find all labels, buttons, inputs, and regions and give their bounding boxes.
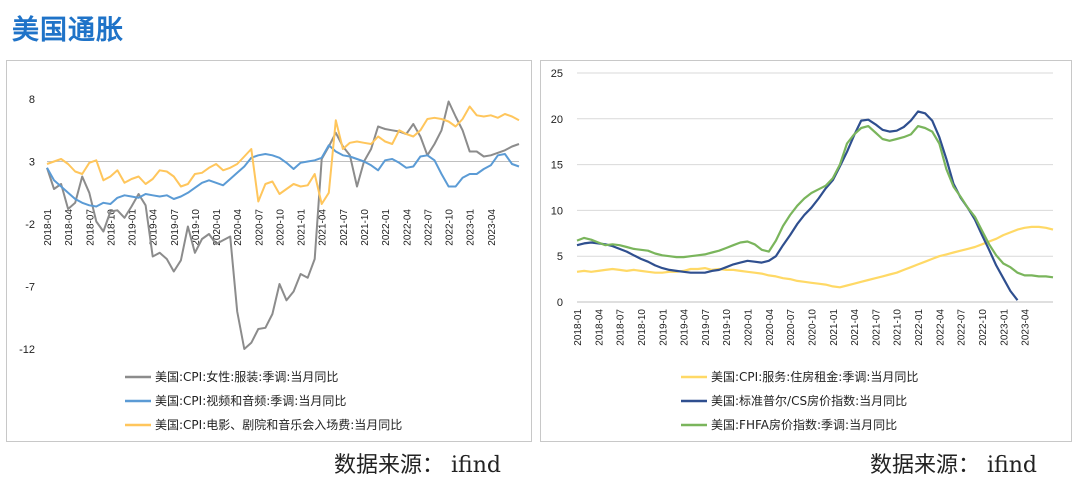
x-tick-label: 2022-07 [957,309,968,346]
series-line-1 [46,100,520,350]
chart-panel-right: 25 20 15 10 5 0 2018-01 2018-04 2018-07 2018-10 20… [540,60,1072,442]
x-tick-label: 2022-10 [978,309,989,346]
x-tick-label: 2019-04 [680,309,691,346]
x-tick-label: 2019-01 [128,209,139,246]
legend-label: 美国:标准普尔/CS房价指数:当月同比 [711,393,907,408]
series-line-2 [46,144,520,208]
x-tick-label: 2020-07 [254,209,265,246]
chart-left: 8 3 -2 -7 -12 2018-01 2018-04 2018-07 2018-10 201… [19,94,520,432]
x-tick-label: 2023-04 [1021,309,1032,346]
legend-label: 美国:CPI:服务:住房租金:季调:当月同比 [711,369,918,384]
x-tick-label: 2022-04 [935,309,946,346]
x-tick-label: 2021-10 [360,209,371,246]
page-title: 美国通胀 [12,15,124,46]
y-tick-label: -12 [19,344,35,356]
x-tick-label: 2019-10 [191,209,202,246]
legend-label: 美国:CPI:电影、剧院和音乐会入场费:当月同比 [155,417,402,432]
x-tick-label: 2021-07 [871,309,882,346]
x-tick-label: 2021-04 [850,309,861,346]
x-tick-label: 2019-07 [701,309,712,346]
x-tick-label: 2020-01 [212,209,223,246]
x-tick-label: 2022-01 [381,209,392,246]
x-tick-label: 2019-10 [722,309,733,346]
y-tick-label: 5 [557,251,563,263]
x-tick-label: 2022-01 [914,309,925,346]
x-tick-label: 2020-10 [807,309,818,346]
legend-label: 美国:CPI:视频和音频:季调:当月同比 [155,393,346,408]
x-tick-label: 2018-07 [616,309,627,346]
legend-label: 美国:CPI:女性:服装:季调:当月同比 [155,369,338,384]
x-tick-label: 2023-01 [999,309,1010,346]
x-tick-label: 2021-01 [297,209,308,246]
x-tick-label: 2018-10 [637,309,648,346]
y-tick-label: 8 [29,94,35,106]
x-tick-label: 2021-04 [318,209,329,246]
series-line-2 [576,110,1019,301]
series-line-1 [576,225,1054,289]
y-tick-label: 25 [551,68,563,80]
x-tick-label: 2022-07 [423,209,434,246]
x-tick-label: 2019-07 [170,209,181,246]
source-left: 数据来源： ifind [334,453,501,478]
x-tick-label: 2018-10 [106,209,117,246]
series-line-3 [46,105,520,205]
y-tick-label: -2 [25,219,35,231]
x-tick-label: 2022-04 [402,209,413,246]
x-tick-label: 2021-01 [829,309,840,346]
x-tick-label: 2023-04 [487,209,498,246]
x-tick-label: 2019-04 [149,209,160,246]
y-tick-label: 15 [551,160,563,172]
x-tick-label: 2018-01 [573,309,584,346]
chart-right: 25 20 15 10 5 0 2018-01 2018-04 2018-07 2018-10 20… [551,68,1054,432]
y-tick-label: 0 [557,297,563,309]
x-tick-label: 2020-04 [765,309,776,346]
y-tick-label: 3 [29,157,35,169]
y-tick-label: 20 [551,114,563,126]
x-tick-label: 2020-04 [233,209,244,246]
x-tick-label: 2020-01 [744,309,755,346]
y-tick-label: -7 [25,282,35,294]
x-tick-label: 2023-01 [466,209,477,246]
x-tick-label: 2020-07 [786,309,797,346]
x-tick-label: 2018-01 [43,209,54,246]
x-tick-label: 2018-04 [594,309,605,346]
x-tick-label: 2018-04 [64,209,75,246]
x-tick-label: 2021-07 [339,209,350,246]
x-tick-label: 2021-10 [893,309,904,346]
legend-label: 美国:FHFA房价指数:季调:当月同比 [711,417,897,432]
x-tick-label: 2020-10 [275,209,286,246]
source-right: 数据来源： ifind [870,453,1037,478]
x-tick-label: 2019-01 [658,309,669,346]
x-tick-label: 2022-10 [445,209,456,246]
series-line-3 [576,124,1054,279]
y-tick-label: 10 [551,205,563,217]
chart-panel-left: 8 3 -2 -7 -12 2018-01 2018-04 2018-07 2018-10 201… [6,60,532,442]
x-tick-label: 2018-07 [85,209,96,246]
